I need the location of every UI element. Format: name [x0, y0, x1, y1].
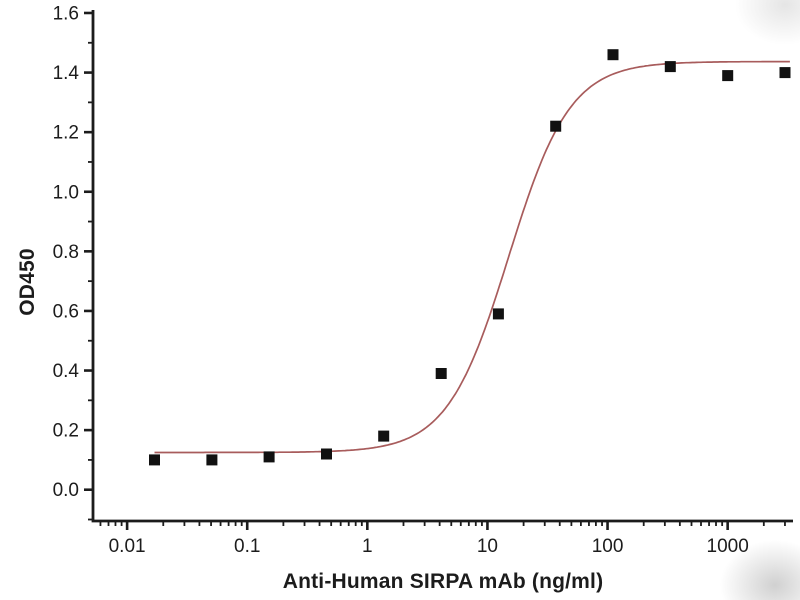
- x-tick-label: 100: [592, 536, 624, 557]
- data-point-marker: [607, 49, 619, 61]
- x-tick-label: 1000: [707, 536, 749, 557]
- y-axis-title: OD450: [16, 248, 39, 316]
- fit-curve: [154, 60, 790, 454]
- data-point-marker: [722, 70, 734, 82]
- x-tick-label: 0.1: [234, 536, 260, 557]
- data-point-marker: [435, 368, 447, 379]
- y-tick-label: 0.2: [53, 421, 79, 442]
- y-tick-label: 1.2: [53, 123, 79, 144]
- y-tick-label: 0.8: [53, 242, 79, 263]
- x-tick-label: 0.01: [109, 536, 146, 557]
- y-tick-label: 1.6: [53, 3, 79, 24]
- axis-frame: [91, 10, 793, 523]
- y-tick-label: 0.6: [53, 301, 79, 322]
- data-point-marker: [206, 454, 218, 466]
- data-point-marker: [664, 61, 676, 73]
- data-point-marker: [149, 454, 160, 466]
- x-tick-label: 10: [477, 536, 498, 557]
- x-axis-title: Anti-Human SIRPA mAb (ng/ml): [282, 570, 604, 593]
- y-tick-label: 1.0: [53, 182, 79, 203]
- x-tick-label: 1: [362, 536, 373, 557]
- data-point-marker: [550, 120, 562, 132]
- y-tick-label: 1.4: [53, 63, 80, 84]
- y-tick-label: 0.0: [53, 480, 79, 501]
- data-point-marker: [321, 448, 332, 460]
- data-point-marker: [378, 430, 390, 442]
- data-point-marker: [779, 67, 791, 79]
- data-point-marker: [263, 451, 275, 463]
- data-point-marker: [492, 308, 504, 320]
- y-tick-label: 0.4: [53, 361, 80, 382]
